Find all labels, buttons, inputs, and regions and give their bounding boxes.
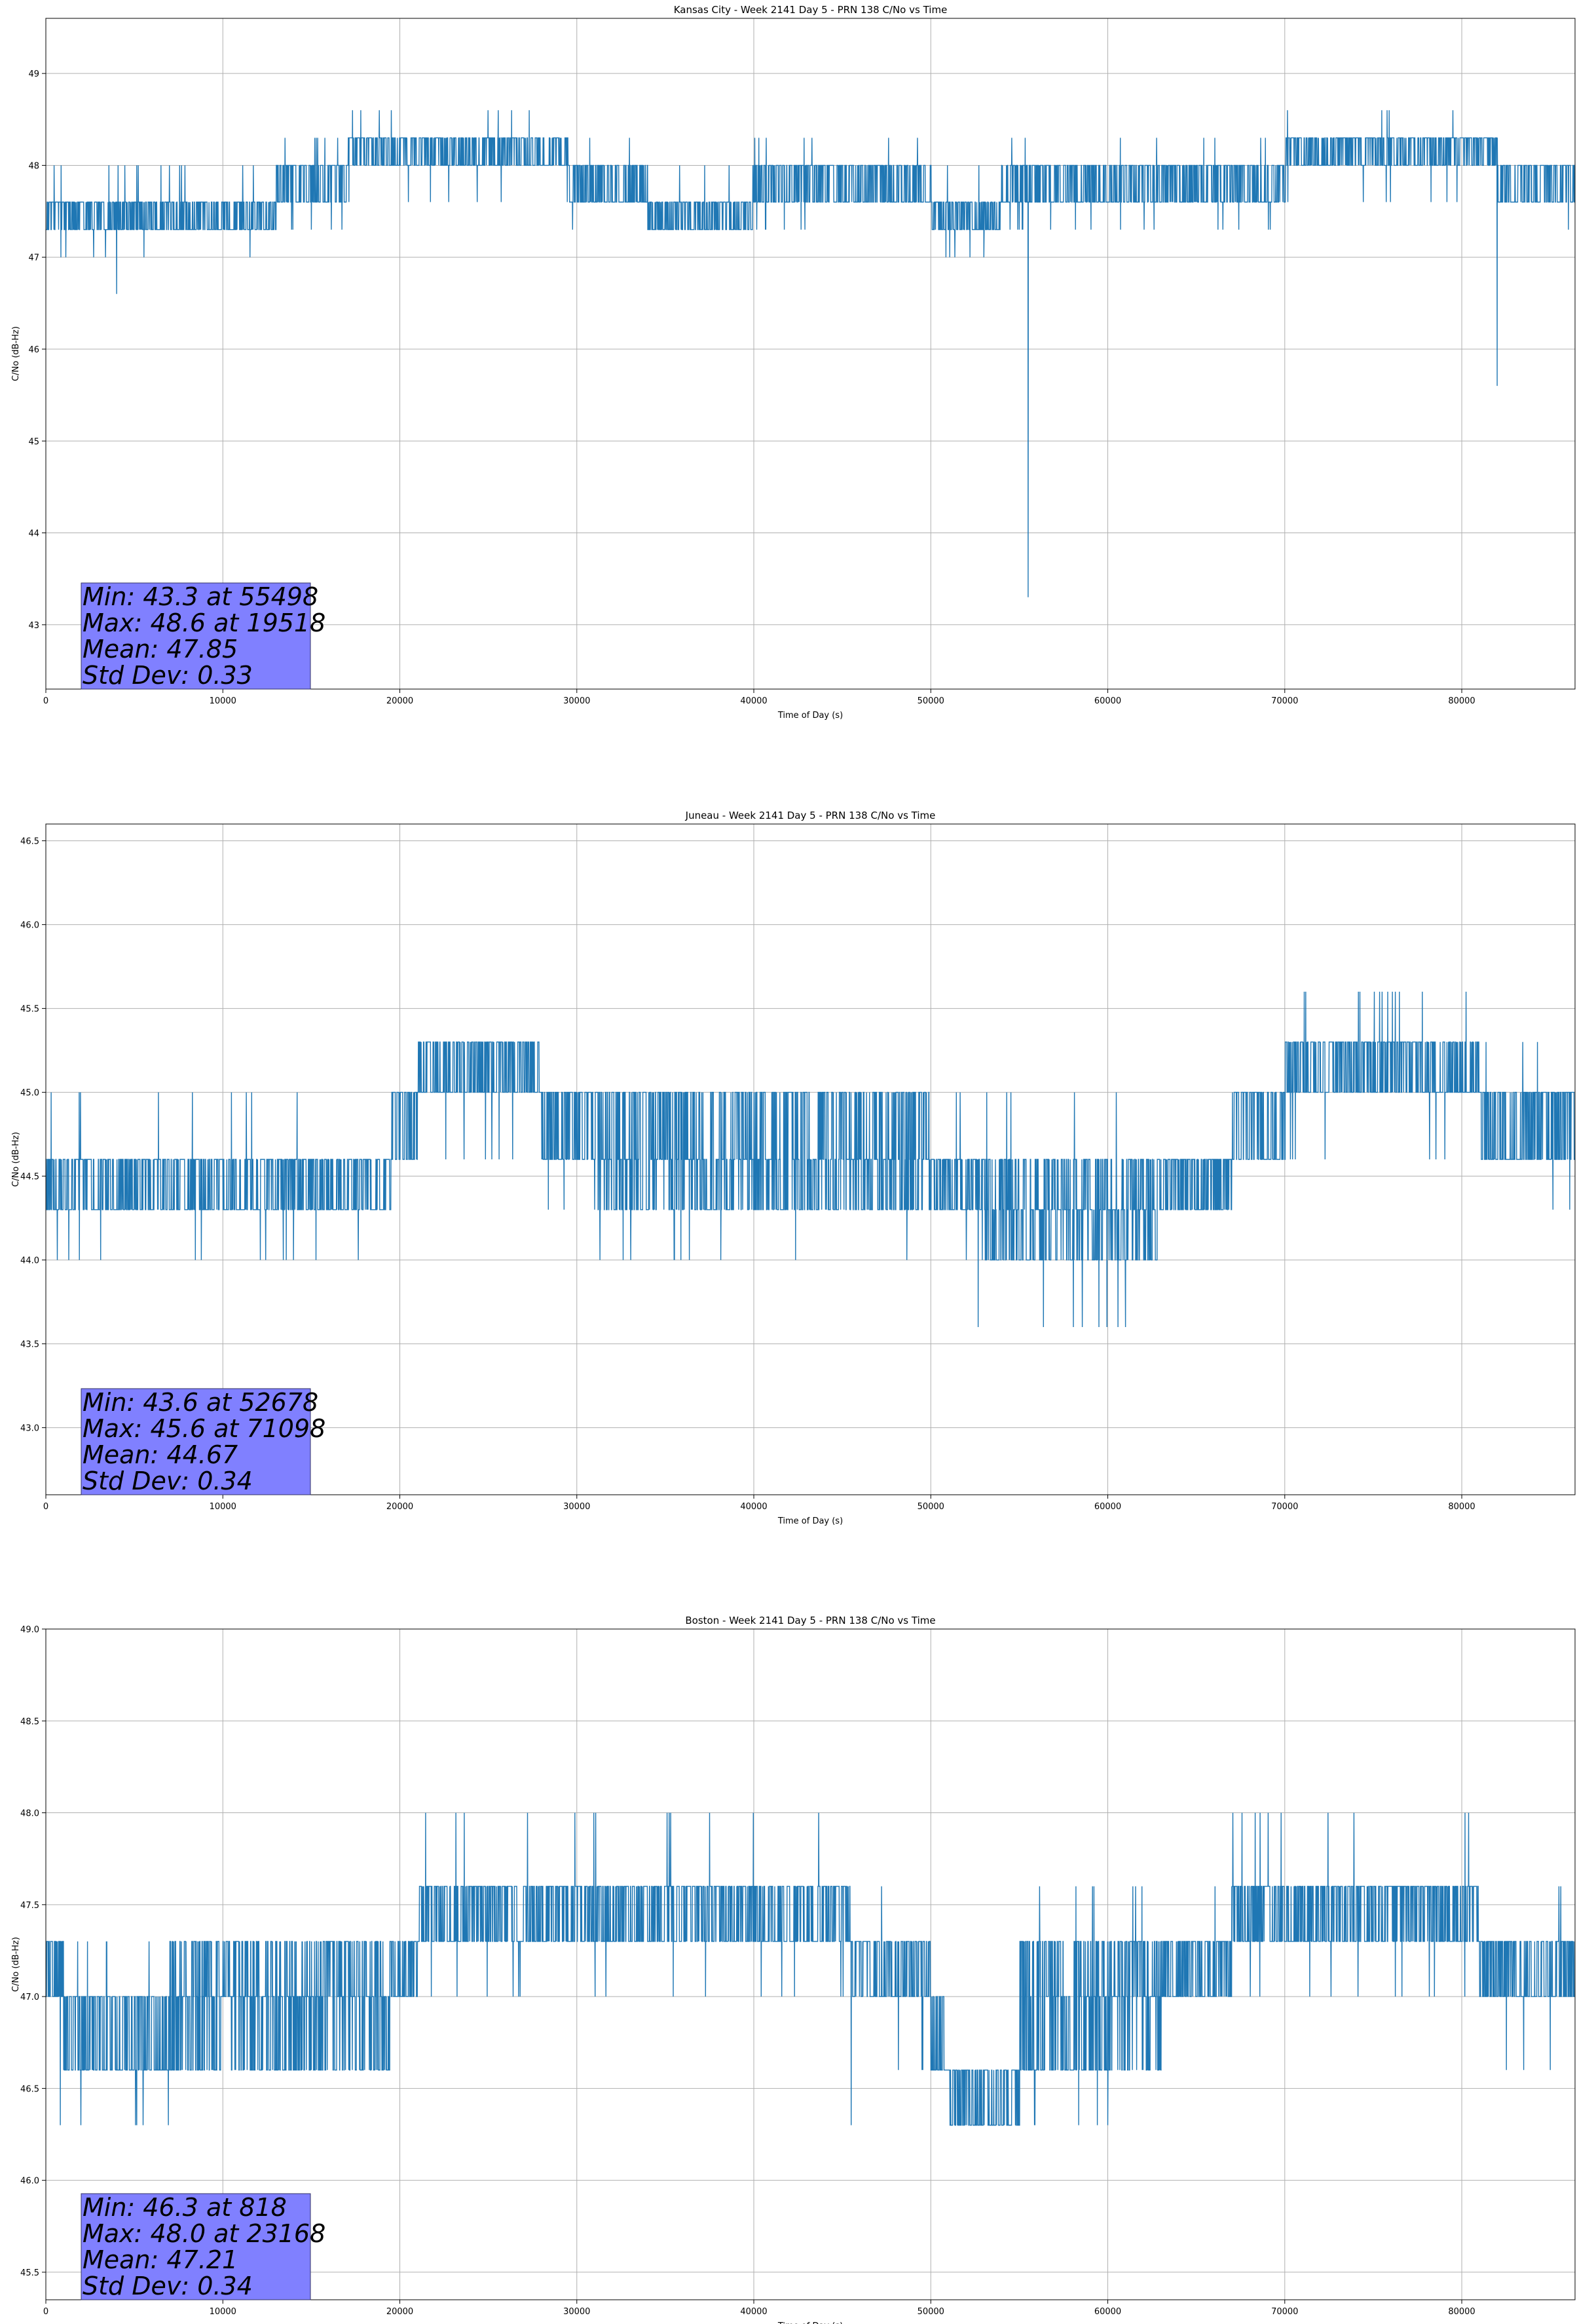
y-tick-label: 45 bbox=[28, 437, 39, 447]
stat-min: Min: 43.6 at 52678 bbox=[83, 1388, 318, 1417]
tick-marks: 0 10000 20000 30000 40000 50000 60000 70000 8000… bbox=[20, 837, 1475, 1512]
x-tick-label: 70000 bbox=[1271, 696, 1298, 706]
chart-panel-3: 0 10000 20000 30000 40000 50000 60000 70000 8000… bbox=[11, 1615, 1576, 2324]
y-tick-label: 46 bbox=[28, 345, 39, 355]
series-line bbox=[46, 991, 1575, 1328]
series-line bbox=[46, 110, 1575, 597]
stat-mean: Mean: 47.85 bbox=[83, 635, 238, 664]
y-axis-label: C/No (dB-Hz) bbox=[11, 1937, 21, 1992]
tick-marks: 0 10000 20000 30000 40000 50000 60000 70000 8000… bbox=[20, 1625, 1475, 2317]
y-tick-label: 46.5 bbox=[20, 2084, 39, 2094]
y-tick-label: 45.5 bbox=[20, 1005, 39, 1015]
stats-box-background bbox=[81, 2193, 311, 2300]
stat-std: Std Dev: 0.34 bbox=[83, 2272, 253, 2300]
x-tick-label: 0 bbox=[43, 1502, 48, 1512]
y-tick-label: 43 bbox=[28, 621, 39, 631]
y-tick-label: 48 bbox=[28, 161, 39, 171]
chart-title: Boston - Week 2141 Day 5 - PRN 138 C/No … bbox=[685, 1615, 935, 1626]
x-tick-label: 60000 bbox=[1094, 1502, 1121, 1512]
x-axis-label: Time of Day (s) bbox=[777, 711, 843, 721]
y-tick-label: 44 bbox=[28, 529, 39, 539]
y-tick-label: 47.5 bbox=[20, 1901, 39, 1911]
y-tick-label: 46.0 bbox=[20, 921, 39, 931]
x-tick-label: 20000 bbox=[386, 696, 413, 706]
x-tick-label: 40000 bbox=[740, 1502, 767, 1512]
axes-frame bbox=[45, 18, 1576, 690]
x-tick-label: 60000 bbox=[1094, 696, 1121, 706]
y-tick-label: 43.0 bbox=[20, 1424, 39, 1434]
x-tick-label: 10000 bbox=[210, 2307, 236, 2317]
y-tick-label: 43.5 bbox=[20, 1340, 39, 1350]
chart-panel-1: 0 10000 20000 30000 40000 50000 60000 70000 8000… bbox=[11, 4, 1576, 721]
x-tick-label: 40000 bbox=[740, 696, 767, 706]
x-tick-label: 50000 bbox=[918, 1502, 944, 1512]
y-tick-label: 49 bbox=[28, 69, 39, 79]
stat-min: Min: 46.3 at 818 bbox=[83, 2193, 287, 2222]
stats-box-background bbox=[81, 582, 311, 690]
x-tick-label: 60000 bbox=[1094, 2307, 1121, 2317]
stat-mean: Mean: 44.67 bbox=[83, 1440, 238, 1469]
x-tick-label: 40000 bbox=[740, 2307, 767, 2317]
x-tick-label: 30000 bbox=[563, 1502, 590, 1512]
stat-max: Max: 48.6 at 19518 bbox=[83, 609, 325, 637]
chart-title: Kansas City - Week 2141 Day 5 - PRN 138 … bbox=[674, 4, 948, 16]
y-tick-label: 46.0 bbox=[20, 2177, 39, 2186]
x-tick-label: 70000 bbox=[1271, 1502, 1298, 1512]
tick-marks: 0 10000 20000 30000 40000 50000 60000 70000 8000… bbox=[28, 69, 1475, 706]
stat-mean: Mean: 47.21 bbox=[83, 2245, 238, 2274]
axes-frame bbox=[45, 1628, 1576, 2300]
x-tick-label: 0 bbox=[43, 696, 48, 706]
y-tick-label: 44.0 bbox=[20, 1256, 39, 1266]
stat-max: Max: 45.6 at 71098 bbox=[83, 1414, 325, 1443]
x-axis-label: Time of Day (s) bbox=[777, 1516, 843, 1526]
x-tick-label: 50000 bbox=[918, 2307, 944, 2317]
axes-frame bbox=[45, 823, 1576, 1495]
x-tick-label: 20000 bbox=[386, 2307, 413, 2317]
y-tick-label: 45.5 bbox=[20, 2268, 39, 2278]
chart-panels: 0 10000 20000 30000 40000 50000 60000 70000 8000… bbox=[11, 4, 1576, 2324]
y-axis-label: C/No (dB-Hz) bbox=[11, 1132, 21, 1187]
x-tick-label: 80000 bbox=[1448, 1502, 1475, 1512]
x-tick-label: 80000 bbox=[1448, 696, 1475, 706]
y-tick-label: 44.5 bbox=[20, 1172, 39, 1182]
stat-max: Max: 48.0 at 23168 bbox=[83, 2219, 325, 2248]
x-tick-label: 30000 bbox=[563, 2307, 590, 2317]
stat-min: Min: 43.3 at 55498 bbox=[83, 582, 318, 611]
y-tick-label: 48.5 bbox=[20, 1717, 39, 1727]
x-axis-label: Time of Day (s) bbox=[777, 2321, 843, 2324]
y-tick-label: 45.0 bbox=[20, 1089, 39, 1098]
y-tick-label: 46.5 bbox=[20, 837, 39, 847]
series-line bbox=[46, 1812, 1575, 2126]
stat-std: Std Dev: 0.33 bbox=[83, 661, 253, 690]
x-tick-label: 10000 bbox=[210, 1502, 236, 1512]
y-tick-label: 48.0 bbox=[20, 1809, 39, 1819]
chart-title: Juneau - Week 2141 Day 5 - PRN 138 C/No … bbox=[685, 810, 936, 821]
y-tick-label: 47 bbox=[28, 253, 39, 263]
stat-std: Std Dev: 0.34 bbox=[83, 1467, 253, 1495]
x-tick-label: 30000 bbox=[563, 696, 590, 706]
x-tick-label: 10000 bbox=[210, 696, 236, 706]
y-tick-label: 49.0 bbox=[20, 1625, 39, 1635]
x-tick-label: 0 bbox=[43, 2307, 48, 2317]
y-tick-label: 47.0 bbox=[20, 1993, 39, 2002]
chart-panel-2: 0 10000 20000 30000 40000 50000 60000 70000 8000… bbox=[11, 810, 1576, 1526]
x-tick-label: 70000 bbox=[1271, 2307, 1298, 2317]
x-tick-label: 50000 bbox=[918, 696, 944, 706]
x-tick-label: 20000 bbox=[386, 1502, 413, 1512]
x-tick-label: 80000 bbox=[1448, 2307, 1475, 2317]
y-axis-label: C/No (dB-Hz) bbox=[11, 326, 21, 381]
stats-box-background bbox=[81, 1388, 311, 1495]
